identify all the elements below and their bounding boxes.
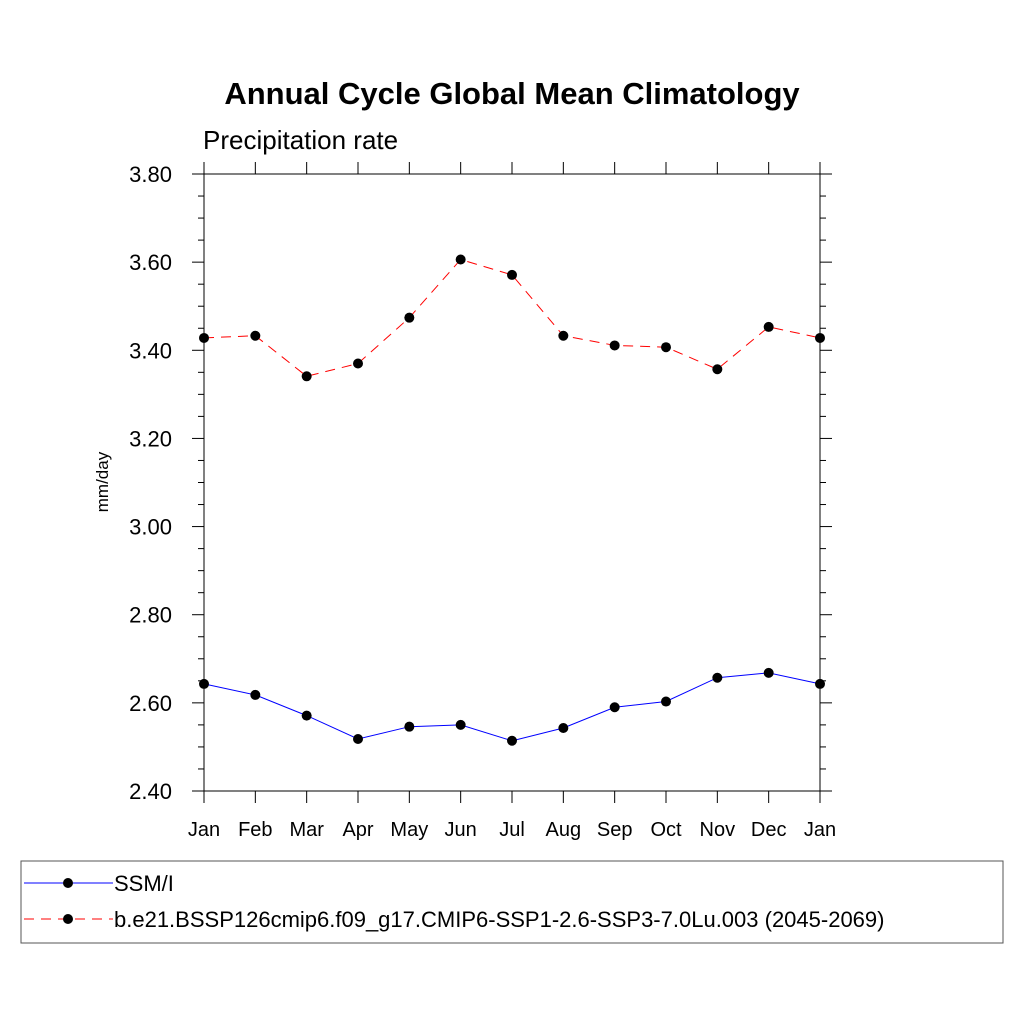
y-tick-label: 2.60 [129, 691, 172, 716]
data-point-model [763, 321, 774, 332]
data-point-ssmi [558, 722, 569, 733]
y-tick-label: 2.40 [129, 779, 172, 804]
data-point-ssmi [404, 721, 415, 732]
data-point-model [815, 332, 825, 343]
data-point-ssmi [661, 696, 671, 707]
x-tick-label: Oct [650, 819, 682, 841]
y-tick-label: 3.00 [129, 515, 172, 540]
chart-subtitle: Precipitation rate [203, 125, 398, 155]
data-point-model [199, 332, 209, 343]
x-tick-label: Dec [751, 819, 787, 841]
data-point-model [455, 254, 466, 265]
x-tick-label: Jan [188, 819, 220, 841]
x-tick-label: Apr [342, 819, 373, 841]
data-point-model [558, 330, 569, 341]
chart-title: Annual Cycle Global Mean Climatology [224, 76, 800, 111]
y-axis-label: mm/day [93, 451, 112, 512]
x-tick-label: Nov [700, 819, 736, 841]
data-point-ssmi [815, 678, 825, 689]
data-point-model [404, 312, 415, 323]
data-point-ssmi [712, 672, 723, 683]
data-point-ssmi [609, 702, 620, 713]
x-tick-label: Jan [804, 819, 836, 841]
legend-label-model: b.e21.BSSP126cmip6.f09_g17.CMIP6-SSP1-2.… [114, 907, 884, 932]
y-tick-label: 3.40 [129, 338, 172, 363]
legend: SSM/I b.e21.BSSP126cmip6.f09_g17.CMIP6-S… [20, 860, 1004, 944]
y-tick-label: 3.80 [129, 162, 172, 187]
data-point-model [661, 342, 671, 353]
legend-marker-ssmi [63, 878, 73, 888]
x-tick-label: May [390, 819, 428, 841]
legend-label-ssmi: SSM/I [114, 871, 174, 896]
y-tick-label: 2.80 [129, 603, 172, 628]
data-point-model [250, 330, 261, 341]
data-point-ssmi [507, 735, 517, 746]
legend-box [20, 860, 1004, 944]
data-point-model [712, 364, 723, 375]
x-tick-label: Sep [597, 819, 633, 841]
data-point-ssmi [301, 710, 312, 721]
data-point-model [301, 371, 312, 382]
data-point-ssmi [250, 689, 261, 700]
data-point-model [507, 269, 517, 280]
legend-marker-model [63, 914, 73, 924]
x-tick-label: Feb [238, 819, 272, 841]
data-point-ssmi [763, 667, 774, 678]
plot-frame [203, 173, 821, 792]
x-tick-label: Jun [445, 819, 477, 841]
data-point-ssmi [199, 678, 209, 689]
data-point-ssmi [455, 719, 466, 730]
x-tick-label: Mar [289, 819, 324, 841]
series-line-ssmi [203, 672, 821, 742]
data-point-model [353, 358, 363, 369]
plot-area: 2.40 2.60 2.80 3.00 3.20 3.40 3.60 3.80 Jan Feb Ma… [129, 162, 836, 841]
y-tick-label: 3.60 [129, 250, 172, 275]
data-point-ssmi [353, 733, 363, 744]
y-tick-label: 3.20 [129, 426, 172, 451]
data-point-model [609, 340, 620, 351]
x-tick-label: Aug [546, 819, 582, 841]
x-tick-label: Jul [499, 819, 525, 841]
